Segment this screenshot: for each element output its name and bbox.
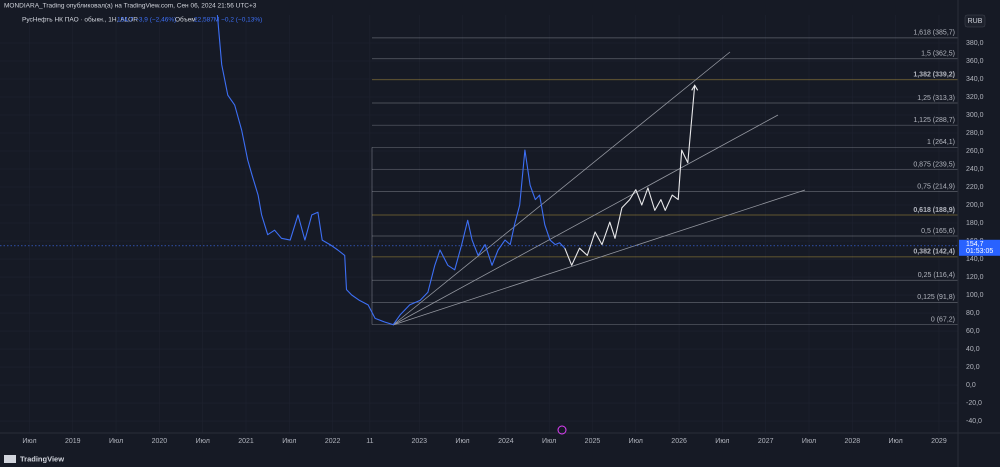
fib-label: 1,25 (313,3) xyxy=(917,95,955,102)
x-tick-label: Июл xyxy=(282,438,296,445)
y-tick-label: 240,0 xyxy=(966,166,984,173)
fib-label: 0 (67,2) xyxy=(931,316,955,323)
fan-lines xyxy=(392,51,806,326)
fib-label: 0,25 (116,4) xyxy=(918,272,955,279)
x-tick-label: Июл xyxy=(455,438,469,445)
x-tick-label: 2027 xyxy=(758,438,774,445)
symbol: РусНефть НК ПАО · обыкн., 1Н, ALOR xyxy=(22,16,138,24)
y-tick-label: 340,0 xyxy=(966,76,984,83)
y-tick-label: 100,0 xyxy=(966,292,984,299)
y-tick-label: -40,0 xyxy=(966,418,982,425)
y-tick-label: 360,0 xyxy=(966,58,984,65)
y-tick-label: 0,0 xyxy=(966,382,976,389)
volume: 22,587M −0,2 (−0,13%) xyxy=(194,17,262,24)
x-tick-label: 2020 xyxy=(152,438,168,445)
grid xyxy=(0,15,958,433)
fib-label: 1,382 (339,2) xyxy=(913,72,955,79)
y-tick-label: 260,0 xyxy=(966,148,984,155)
y-tick-label: 220,0 xyxy=(966,184,984,191)
fib-retracement: 1,618 (385,7) 1,5 (362,5) 1,382 (339,2) 1,2… xyxy=(371,30,958,325)
fib-label: 1 (264,1) xyxy=(927,139,955,146)
price-tag-label: 154,7 xyxy=(966,241,984,248)
x-tick-label: 2019 xyxy=(65,438,81,445)
x-tick-label: 2029 xyxy=(931,438,947,445)
fan-line xyxy=(392,51,731,326)
fib-label: 0,618 (188,9) xyxy=(913,207,955,214)
x-tick-label: 2022 xyxy=(325,438,341,445)
fib-label: 0,875 (239,5) xyxy=(913,161,955,168)
fib-label: 1,5 (362,5) xyxy=(921,51,955,58)
x-tick-label: Июл xyxy=(196,438,210,445)
footer-brand: TradingView xyxy=(20,454,64,463)
y-tick-label: 20,0 xyxy=(966,364,980,371)
y-tick-label: -20,0 xyxy=(966,400,982,407)
fan-line xyxy=(392,114,779,326)
publisher: MONDIARA_Trading опубликовал(а) на Tradi… xyxy=(4,2,257,10)
currency-box[interactable] xyxy=(964,14,986,28)
x-tick-label: Июл xyxy=(889,438,903,445)
x-tick-label: 2026 xyxy=(671,438,687,445)
y-tick-label: 320,0 xyxy=(966,94,984,101)
y-tick-label: 280,0 xyxy=(966,130,984,137)
fib-label: 0,125 (91,8) xyxy=(917,294,955,301)
event-icon[interactable] xyxy=(557,425,567,435)
fib-label: 1,125 (288,7) xyxy=(913,117,955,124)
countdown: 01:53:05 xyxy=(966,248,993,255)
y-tick-label: 140,0 xyxy=(966,256,984,263)
x-tick-label: Июл xyxy=(802,438,816,445)
x-tick-label: Июл xyxy=(109,438,123,445)
x-tick-label: 2028 xyxy=(845,438,861,445)
plot xyxy=(0,15,958,326)
quote: 154,7 −3,9 (−2,46%) xyxy=(117,17,176,24)
price-line xyxy=(564,85,696,266)
volume-label: Объем xyxy=(175,16,196,24)
price-tag xyxy=(959,239,1000,256)
y-tick-label: 300,0 xyxy=(966,112,984,119)
arrow-head xyxy=(691,84,699,91)
x-tick-label: 2025 xyxy=(585,438,601,445)
x-tick-label: 2024 xyxy=(498,438,514,445)
x-tick-label: 2021 xyxy=(238,438,254,445)
x-tick-label: Июл xyxy=(542,438,556,445)
tv-logo xyxy=(4,455,16,463)
price-line xyxy=(216,15,566,326)
fib-label: 1,618 (385,7) xyxy=(913,30,955,37)
y-tick-label: 380,0 xyxy=(966,40,984,47)
footer: TradingView xyxy=(4,454,64,463)
y-tick-label: 120,0 xyxy=(966,274,984,281)
x-tick-label: Июл xyxy=(22,438,36,445)
y-tick-label: 180,0 xyxy=(966,220,984,227)
x-tick-label: Июл xyxy=(629,438,643,445)
x-tick-label: 11 xyxy=(366,438,373,445)
y-tick-label: 40,0 xyxy=(966,346,980,353)
fan-line xyxy=(392,189,806,326)
fib-label: 0,75 (214,9) xyxy=(917,183,955,190)
fib-label: 0,5 (165,6) xyxy=(921,228,955,235)
axes: 380,0 360,0 340,0 320,0 300,0 280,0 260,0 240,0… xyxy=(22,40,1000,445)
currency[interactable]: RUB xyxy=(968,18,983,25)
x-tick-label: 2023 xyxy=(411,438,427,445)
y-tick-label: 80,0 xyxy=(966,310,980,317)
fib-label: 0,382 (142,4) xyxy=(913,249,955,256)
y-tick-label: 60,0 xyxy=(966,328,980,335)
x-tick-label: Июл xyxy=(715,438,729,445)
y-tick-label: 200,0 xyxy=(966,202,984,209)
